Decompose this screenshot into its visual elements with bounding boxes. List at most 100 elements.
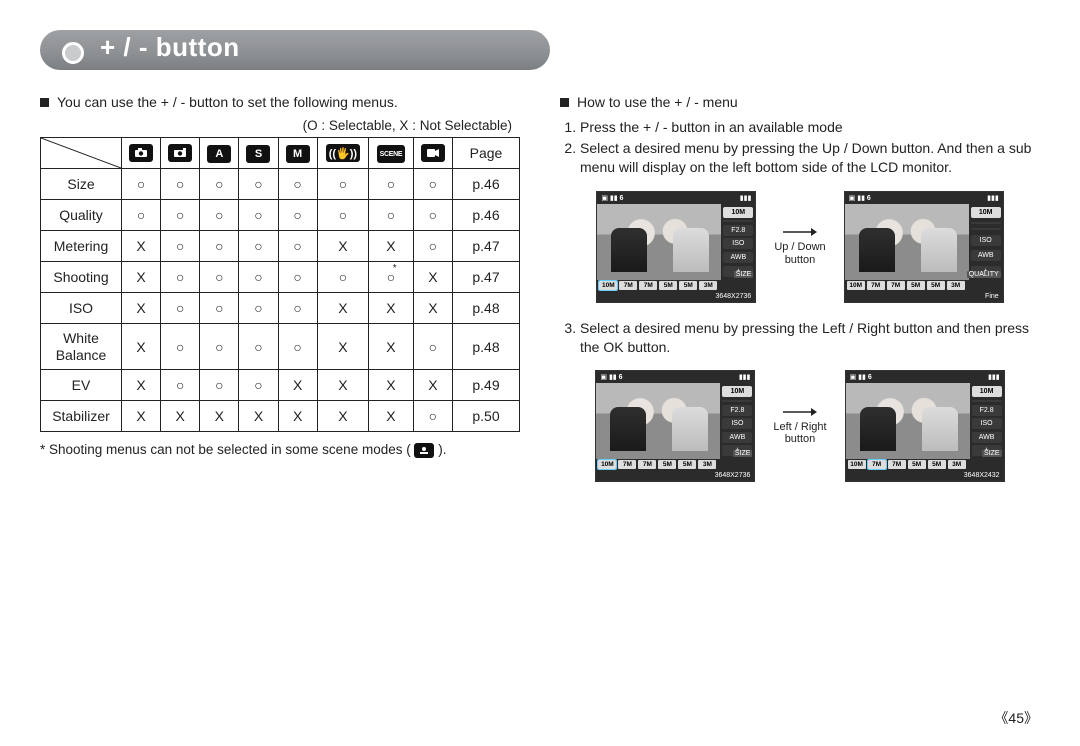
night-scene-icon — [414, 443, 434, 458]
footnote: * Shooting menus can not be selected in … — [40, 442, 520, 458]
cell: X — [317, 293, 368, 324]
cell: ○ — [369, 200, 414, 231]
cell: ○ — [278, 200, 317, 231]
cell: ○ — [239, 293, 278, 324]
cell: X — [317, 231, 368, 262]
step-3: Select a desired menu by pressing the Le… — [580, 319, 1040, 357]
row-label: Shooting — [41, 262, 122, 293]
cell: ○ — [317, 200, 368, 231]
cell: ○ — [278, 324, 317, 370]
cell: ○ — [413, 169, 452, 200]
camera-icon — [129, 144, 153, 162]
cell: ○ — [122, 169, 161, 200]
page-ref: p.49 — [453, 370, 520, 401]
cell: X — [317, 370, 368, 401]
row-label: Metering — [41, 231, 122, 262]
cell: ○ — [278, 169, 317, 200]
hand-icon: ((🖐)) — [326, 144, 360, 162]
cell: ○ — [239, 370, 278, 401]
corner-cell — [41, 138, 122, 169]
cell: ○ — [278, 293, 317, 324]
cell: X — [122, 262, 161, 293]
cell: ○ — [239, 262, 278, 293]
table-row: ShootingX○○○○○○Xp.47 — [41, 262, 520, 293]
bullet-icon — [560, 98, 569, 107]
cell: X — [122, 370, 161, 401]
lcd-screenshot-3: ▣ ▮▮ 6▮▮▮10MF2.8ISOAWB±SIZE10M7M7M5M5M3M… — [595, 370, 755, 482]
table-row: Quality○○○○○○○○p.46 — [41, 200, 520, 231]
page-ref: p.50 — [453, 401, 520, 432]
cell: X — [413, 370, 452, 401]
cell: X — [317, 324, 368, 370]
page-ref: p.47 — [453, 231, 520, 262]
cell: ○ — [200, 370, 239, 401]
cell: X — [239, 401, 278, 432]
cell: X — [369, 401, 414, 432]
cell: X — [369, 293, 414, 324]
movie-icon — [421, 144, 445, 162]
page-ref: p.46 — [453, 169, 520, 200]
table-row: StabilizerXXXXXXX○p.50 — [41, 401, 520, 432]
cell: ○ — [200, 169, 239, 200]
menu-table: A S M ((🖐)) SCENE Page Size○○○○○○○○p.46Q… — [40, 137, 520, 432]
cell: ○ — [161, 200, 200, 231]
table-header-row: A S M ((🖐)) SCENE Page — [41, 138, 520, 169]
row-label: EV — [41, 370, 122, 401]
cell: X — [122, 231, 161, 262]
right-intro: How to use the + / - menu — [577, 94, 738, 110]
cell: ○ — [200, 293, 239, 324]
table-row: EVX○○○XXXXp.49 — [41, 370, 520, 401]
row-label: WhiteBalance — [41, 324, 122, 370]
cell: ○ — [161, 231, 200, 262]
cell: ○ — [413, 200, 452, 231]
cell: ○ — [317, 262, 368, 293]
arrow-1-label: Up / Downbutton — [774, 241, 825, 266]
lcd-row-2: ▣ ▮▮ 6▮▮▮10MF2.8ISOAWB±SIZE10M7M7M5M5M3M… — [560, 370, 1040, 482]
lcd-screenshot-1: ▣ ▮▮ 6▮▮▮10MF2.8ISOAWB±SIZE10M7M7M5M5M3M… — [596, 191, 756, 303]
left-intro: You can use the + / - button to set the … — [57, 94, 398, 110]
cell: X — [369, 370, 414, 401]
page-ref: p.48 — [453, 293, 520, 324]
cell: ○ — [239, 324, 278, 370]
cell: ○ — [239, 200, 278, 231]
page-ref: p.48 — [453, 324, 520, 370]
cell: X — [122, 293, 161, 324]
cell: ○ — [200, 231, 239, 262]
cell: ○ — [122, 200, 161, 231]
cell: X — [369, 231, 414, 262]
cell: ○ — [317, 169, 368, 200]
scene-icon: SCENE — [377, 145, 406, 163]
arrow-1: Up / Downbutton — [774, 227, 825, 266]
cell: ○ — [239, 169, 278, 200]
steps-1-2: Press the + / - button in an available m… — [560, 118, 1040, 177]
right-column: How to use the + / - menu Press the + / … — [560, 88, 1040, 498]
page-ref: p.47 — [453, 262, 520, 293]
lcd-screenshot-4: ▣ ▮▮ 6▮▮▮10MF2.8ISOAWB±SIZE10M7M7M5M5M3M… — [845, 370, 1005, 482]
cell: X — [200, 401, 239, 432]
s-icon: S — [246, 145, 270, 163]
bullet-icon — [40, 98, 49, 107]
cell: ○ — [161, 293, 200, 324]
cell: X — [278, 401, 317, 432]
lcd-screenshot-2: ▣ ▮▮ 6▮▮▮10MISOAWB±QUALITY10M7M7M5M5M3MF… — [844, 191, 1004, 303]
cell: ○ — [413, 401, 452, 432]
cell: ○ — [161, 370, 200, 401]
left-column: You can use the + / - button to set the … — [40, 88, 520, 498]
step-2: Select a desired menu by pressing the Up… — [580, 139, 1040, 177]
page-header: Page — [453, 138, 520, 169]
cell: X — [413, 293, 452, 324]
row-label: Size — [41, 169, 122, 200]
cell: ○ — [278, 231, 317, 262]
table-row: Size○○○○○○○○p.46 — [41, 169, 520, 200]
cell: ○ — [369, 262, 414, 293]
page-number: 《45》 — [994, 708, 1038, 728]
cell: X — [122, 401, 161, 432]
cell: ○ — [369, 169, 414, 200]
cell: ○ — [200, 200, 239, 231]
page-title: + / - button — [100, 32, 240, 63]
cell: X — [278, 370, 317, 401]
arrow-2: Left / Rightbutton — [773, 407, 826, 446]
arrow-2-label: Left / Rightbutton — [773, 421, 826, 446]
row-label: ISO — [41, 293, 122, 324]
cell: ○ — [239, 231, 278, 262]
